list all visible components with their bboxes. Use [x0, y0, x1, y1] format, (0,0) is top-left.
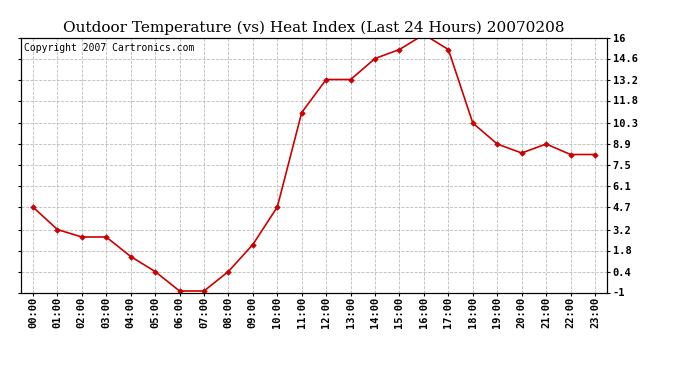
Text: Copyright 2007 Cartronics.com: Copyright 2007 Cartronics.com	[23, 43, 194, 52]
Title: Outdoor Temperature (vs) Heat Index (Last 24 Hours) 20070208: Outdoor Temperature (vs) Heat Index (Las…	[63, 21, 564, 35]
